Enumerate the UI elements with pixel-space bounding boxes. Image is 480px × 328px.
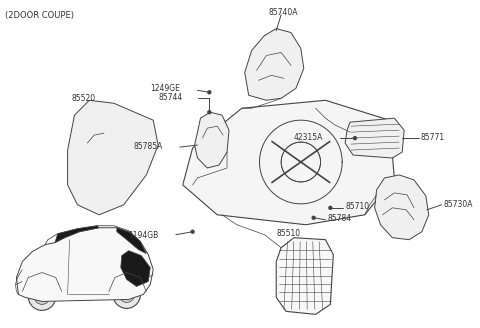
Text: 85710: 85710 (345, 202, 369, 211)
Polygon shape (245, 29, 304, 100)
Circle shape (353, 137, 357, 140)
Polygon shape (375, 175, 429, 240)
Text: 85520: 85520 (72, 94, 96, 103)
Circle shape (34, 288, 50, 304)
Text: 1249GE: 1249GE (150, 84, 180, 93)
Text: 85730A: 85730A (444, 200, 473, 209)
Circle shape (329, 206, 332, 209)
Polygon shape (194, 112, 229, 168)
Circle shape (113, 280, 141, 308)
Polygon shape (117, 228, 146, 254)
Polygon shape (345, 118, 404, 158)
Circle shape (191, 230, 194, 233)
Text: 85784: 85784 (327, 214, 351, 223)
Text: 85771: 85771 (421, 133, 445, 142)
Polygon shape (55, 226, 99, 243)
Polygon shape (183, 100, 395, 225)
Text: 85744: 85744 (158, 93, 182, 102)
Text: 85740A: 85740A (268, 8, 298, 17)
Circle shape (312, 216, 315, 219)
Text: 1194GB: 1194GB (129, 231, 159, 240)
Polygon shape (276, 238, 333, 314)
Polygon shape (121, 251, 150, 286)
Circle shape (208, 91, 211, 94)
Text: 42315A: 42315A (294, 133, 324, 142)
Circle shape (119, 286, 134, 302)
Text: (2DOOR COUPE): (2DOOR COUPE) (5, 10, 73, 20)
Circle shape (208, 111, 211, 114)
Text: 85785A: 85785A (133, 142, 163, 151)
Polygon shape (68, 100, 158, 215)
Circle shape (28, 282, 56, 310)
Text: 85510: 85510 (276, 229, 300, 238)
Polygon shape (16, 228, 153, 301)
